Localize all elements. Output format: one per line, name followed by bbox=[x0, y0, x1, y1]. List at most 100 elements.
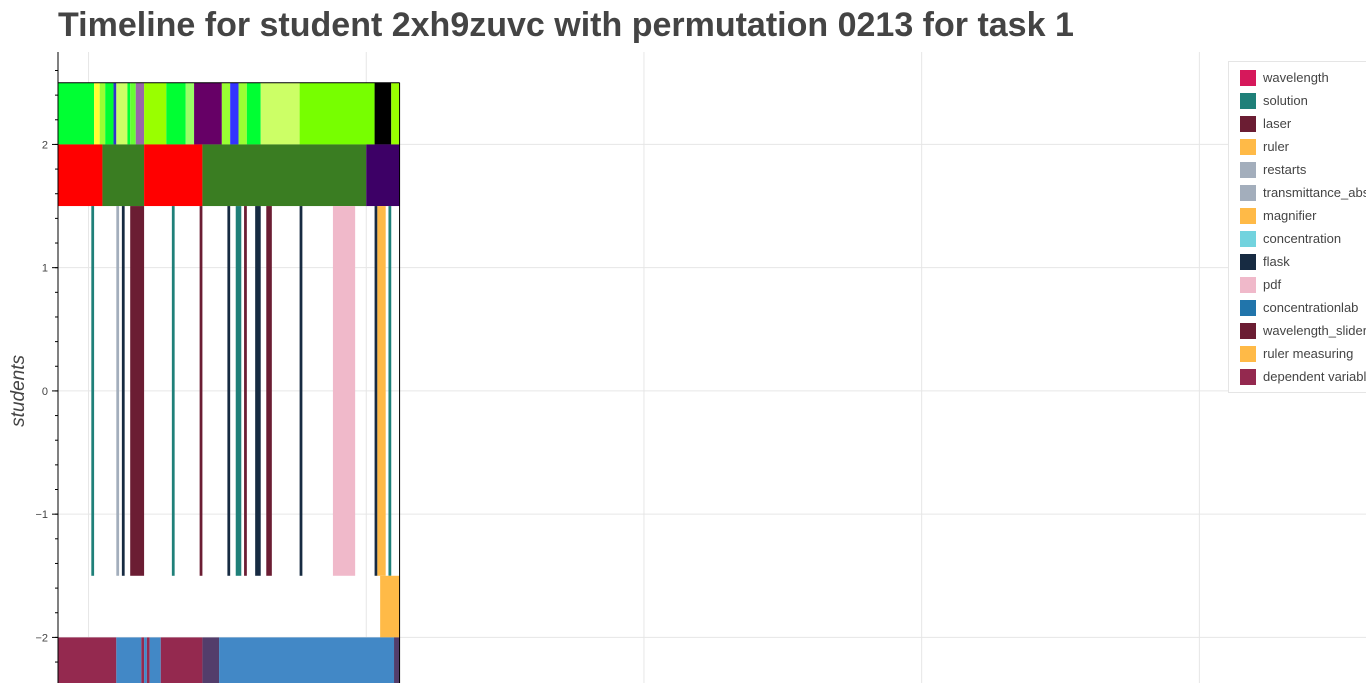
legend-item: ruler bbox=[1229, 135, 1366, 158]
legend-label: restarts bbox=[1263, 162, 1307, 177]
legend-item: wavelength_slider bbox=[1229, 319, 1366, 342]
y-tick-label: −2 bbox=[35, 632, 48, 644]
timeline-segment bbox=[202, 144, 367, 207]
legend-label: ruler measuring bbox=[1263, 346, 1354, 361]
legend-item: ruler measuring bbox=[1229, 342, 1366, 365]
legend-swatch bbox=[1240, 116, 1256, 132]
legend-label: wavelength_slider bbox=[1263, 323, 1366, 338]
timeline-segment bbox=[146, 637, 150, 683]
legend-swatch bbox=[1240, 162, 1256, 178]
legend-item: solution bbox=[1229, 89, 1366, 112]
timeline-segment bbox=[194, 82, 222, 145]
timeline-segment bbox=[127, 82, 131, 145]
legend-swatch bbox=[1240, 346, 1256, 362]
legend-item: flask bbox=[1229, 250, 1366, 273]
timeline-bars bbox=[58, 82, 401, 683]
y-tick-label: 2 bbox=[42, 139, 48, 151]
timeline-segment bbox=[388, 206, 392, 576]
timeline-segment bbox=[58, 637, 117, 683]
y-tick-label: 0 bbox=[42, 386, 48, 398]
legend-swatch bbox=[1240, 231, 1256, 247]
legend-swatch bbox=[1240, 254, 1256, 270]
timeline-segment bbox=[149, 637, 161, 683]
timeline-segment bbox=[116, 637, 142, 683]
legend-label: concentration bbox=[1263, 231, 1342, 246]
timeline-segment bbox=[394, 637, 400, 683]
timeline-segment bbox=[144, 144, 203, 207]
timeline-segment bbox=[94, 82, 100, 145]
legend-item: laser bbox=[1229, 112, 1366, 135]
timeline-segment bbox=[246, 82, 261, 145]
timeline-segment bbox=[219, 637, 395, 683]
timeline-segment bbox=[238, 82, 247, 145]
timeline-segment bbox=[141, 637, 145, 683]
legend: wavelength solution laser ruler restarts tran… bbox=[1228, 61, 1366, 393]
timeline-segment bbox=[366, 144, 400, 207]
legend-item: pdf bbox=[1229, 273, 1366, 296]
timeline-segment bbox=[377, 206, 386, 576]
legend-label: flask bbox=[1263, 254, 1290, 269]
chart-title: Timeline for student 2xh9zuvc with permu… bbox=[58, 6, 1074, 44]
legend-swatch bbox=[1240, 300, 1256, 316]
legend-item: restarts bbox=[1229, 158, 1366, 181]
legend-swatch bbox=[1240, 70, 1256, 86]
timeline-segment bbox=[299, 82, 375, 145]
legend-swatch bbox=[1240, 185, 1256, 201]
y-tick-label: 1 bbox=[42, 263, 48, 275]
timeline-segment bbox=[144, 637, 147, 683]
timeline-segment bbox=[144, 82, 167, 145]
legend-label: transmittance_absorbance bbox=[1263, 185, 1366, 200]
timeline-segment bbox=[235, 206, 242, 576]
timeline-segment bbox=[99, 82, 106, 145]
timeline-segment bbox=[374, 206, 378, 576]
legend-swatch bbox=[1240, 208, 1256, 224]
legend-label: wavelength bbox=[1263, 70, 1329, 85]
legend-item: magnifier bbox=[1229, 204, 1366, 227]
timeline-segment bbox=[332, 206, 356, 576]
timeline-segment bbox=[105, 82, 114, 145]
legend-swatch bbox=[1240, 369, 1256, 385]
timeline-segment bbox=[91, 206, 95, 576]
timeline-segment bbox=[116, 206, 120, 576]
legend-label: concentrationlab bbox=[1263, 300, 1359, 315]
legend-item: concentrationlab bbox=[1229, 296, 1366, 319]
legend-label: magnifier bbox=[1263, 208, 1317, 223]
legend-item: dependent variable bbox=[1229, 365, 1366, 388]
timeline-segment bbox=[199, 206, 203, 576]
timeline-segment bbox=[113, 82, 117, 145]
timeline-segment bbox=[255, 206, 261, 576]
timeline-segment bbox=[58, 144, 103, 207]
timeline-segment bbox=[221, 82, 231, 145]
y-axis: 2 1 0 −1 −2 bbox=[35, 52, 59, 683]
timeline-segment bbox=[391, 82, 400, 145]
y-axis-label: students bbox=[8, 355, 29, 427]
y-tick-label: −1 bbox=[35, 509, 48, 521]
legend-item: concentration bbox=[1229, 227, 1366, 250]
legend-swatch bbox=[1240, 93, 1256, 109]
legend-label: pdf bbox=[1263, 277, 1282, 292]
timeline-segment bbox=[130, 82, 136, 145]
timeline-segment bbox=[260, 82, 300, 145]
timeline-segment bbox=[116, 82, 128, 145]
legend-item: transmittance_absorbance bbox=[1229, 181, 1366, 204]
timeline-segment bbox=[160, 637, 203, 683]
legend-label: dependent variable bbox=[1263, 369, 1366, 384]
timeline-segment bbox=[171, 206, 175, 576]
legend-label: solution bbox=[1263, 93, 1308, 108]
timeline-segment bbox=[299, 206, 303, 576]
legend-label: laser bbox=[1263, 116, 1292, 131]
timeline-segment bbox=[266, 206, 272, 576]
timeline-segment bbox=[135, 82, 145, 145]
timeline-segment bbox=[244, 206, 247, 576]
legend-swatch bbox=[1240, 277, 1256, 293]
legend-item: wavelength bbox=[1229, 66, 1366, 89]
timeline-segment bbox=[130, 206, 145, 576]
timeline-segment bbox=[227, 206, 231, 576]
timeline-segment bbox=[121, 206, 125, 576]
timeline-segment bbox=[58, 82, 95, 145]
legend-swatch bbox=[1240, 139, 1256, 155]
timeline-segment bbox=[166, 82, 186, 145]
legend-swatch bbox=[1240, 323, 1256, 339]
timeline-segment bbox=[380, 575, 400, 638]
timeline-segment bbox=[202, 637, 220, 683]
